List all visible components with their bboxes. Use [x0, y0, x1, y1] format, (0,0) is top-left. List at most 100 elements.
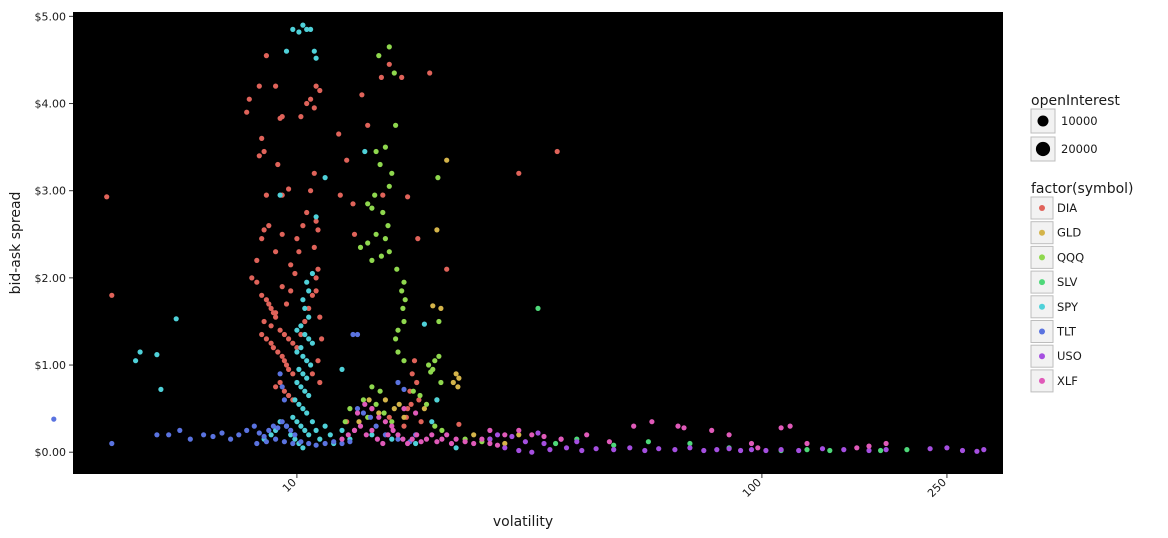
data-point: [416, 397, 422, 403]
data-point: [394, 266, 400, 272]
data-point: [300, 223, 306, 229]
data-point: [401, 423, 407, 429]
data-point: [389, 436, 395, 442]
data-point: [306, 392, 312, 399]
data-point: [263, 336, 269, 342]
size-legend-entries: 10000 20000: [1030, 108, 1098, 162]
data-point: [261, 318, 267, 325]
data-point: [279, 419, 285, 425]
data-point: [259, 292, 265, 298]
data-point: [288, 262, 294, 268]
data-point: [529, 432, 535, 438]
data-point: [306, 440, 312, 447]
data-point: [294, 236, 300, 242]
data-point: [322, 175, 328, 181]
data-point: [408, 401, 414, 407]
data-point: [411, 358, 418, 364]
data-point: [275, 349, 281, 355]
data-point: [563, 445, 570, 451]
data-point: [927, 446, 933, 452]
data-point: [302, 305, 308, 311]
data-point: [290, 440, 296, 447]
x-tick-label: 250: [925, 476, 949, 500]
data-point: [373, 401, 379, 407]
data-point: [627, 445, 633, 451]
data-point: [288, 288, 294, 294]
data-point: [535, 430, 541, 436]
data-point: [878, 447, 884, 454]
data-point: [327, 432, 333, 438]
plot-background: [73, 12, 1003, 474]
data-point: [841, 447, 847, 453]
data-point: [959, 447, 966, 454]
data-point: [302, 427, 308, 433]
data-point: [883, 440, 889, 447]
data-point: [778, 425, 784, 431]
data-point: [166, 432, 172, 438]
data-point: [439, 436, 445, 442]
data-point: [337, 192, 343, 198]
series-xlf: [339, 401, 889, 451]
data-point: [418, 439, 424, 445]
data-point: [317, 87, 323, 94]
data-point: [423, 436, 430, 442]
data-point: [259, 236, 265, 242]
data-point: [290, 26, 296, 32]
data-point: [292, 397, 298, 403]
data-point: [382, 144, 388, 150]
data-point: [606, 439, 613, 445]
data-point: [365, 240, 371, 246]
data-point: [453, 371, 459, 377]
data-point: [541, 440, 547, 447]
data-point: [270, 345, 276, 351]
data-point: [311, 105, 317, 111]
data-point: [373, 423, 379, 429]
color-legend-dot: [1039, 205, 1045, 211]
data-point: [584, 432, 590, 438]
data-point: [298, 345, 304, 351]
data-point: [413, 410, 419, 416]
data-point: [866, 443, 872, 449]
data-point: [494, 432, 501, 438]
size-legend-dot: [1035, 141, 1051, 157]
color-legend-dot: [1039, 229, 1045, 236]
data-point: [649, 419, 655, 425]
data-point: [421, 321, 427, 327]
data-point: [281, 358, 287, 364]
data-point: [313, 55, 319, 61]
data-point: [109, 292, 115, 298]
data-point: [455, 384, 461, 390]
data-point: [294, 349, 300, 355]
data-point: [385, 223, 391, 229]
data-point: [306, 288, 312, 294]
data-point: [344, 157, 350, 163]
data-point: [365, 122, 371, 128]
data-point: [389, 419, 395, 425]
data-point: [298, 331, 304, 338]
data-point: [279, 284, 285, 290]
data-point: [298, 384, 304, 390]
data-point: [377, 161, 383, 168]
data-point: [414, 379, 420, 386]
data-point: [382, 236, 388, 242]
data-point: [315, 227, 321, 233]
x-tick-label: 100: [740, 476, 764, 500]
data-point: [436, 318, 442, 325]
data-point: [298, 114, 304, 120]
data-point: [154, 352, 160, 358]
data-point: [201, 432, 207, 438]
data-point: [357, 423, 364, 429]
series-dia: [104, 53, 560, 433]
data-point: [405, 440, 411, 447]
data-point: [401, 279, 407, 285]
y-axis: $0.00 $1.00 $2.00 $3.00 $4.00 $5.00: [35, 10, 73, 459]
data-point: [261, 148, 267, 155]
color-legend-dot: [1039, 353, 1045, 360]
data-point: [300, 371, 306, 377]
data-point: [415, 236, 421, 242]
data-point: [380, 440, 386, 447]
data-point: [675, 423, 681, 429]
data-point: [714, 447, 720, 453]
data-point: [268, 340, 274, 346]
data-point: [306, 305, 312, 311]
